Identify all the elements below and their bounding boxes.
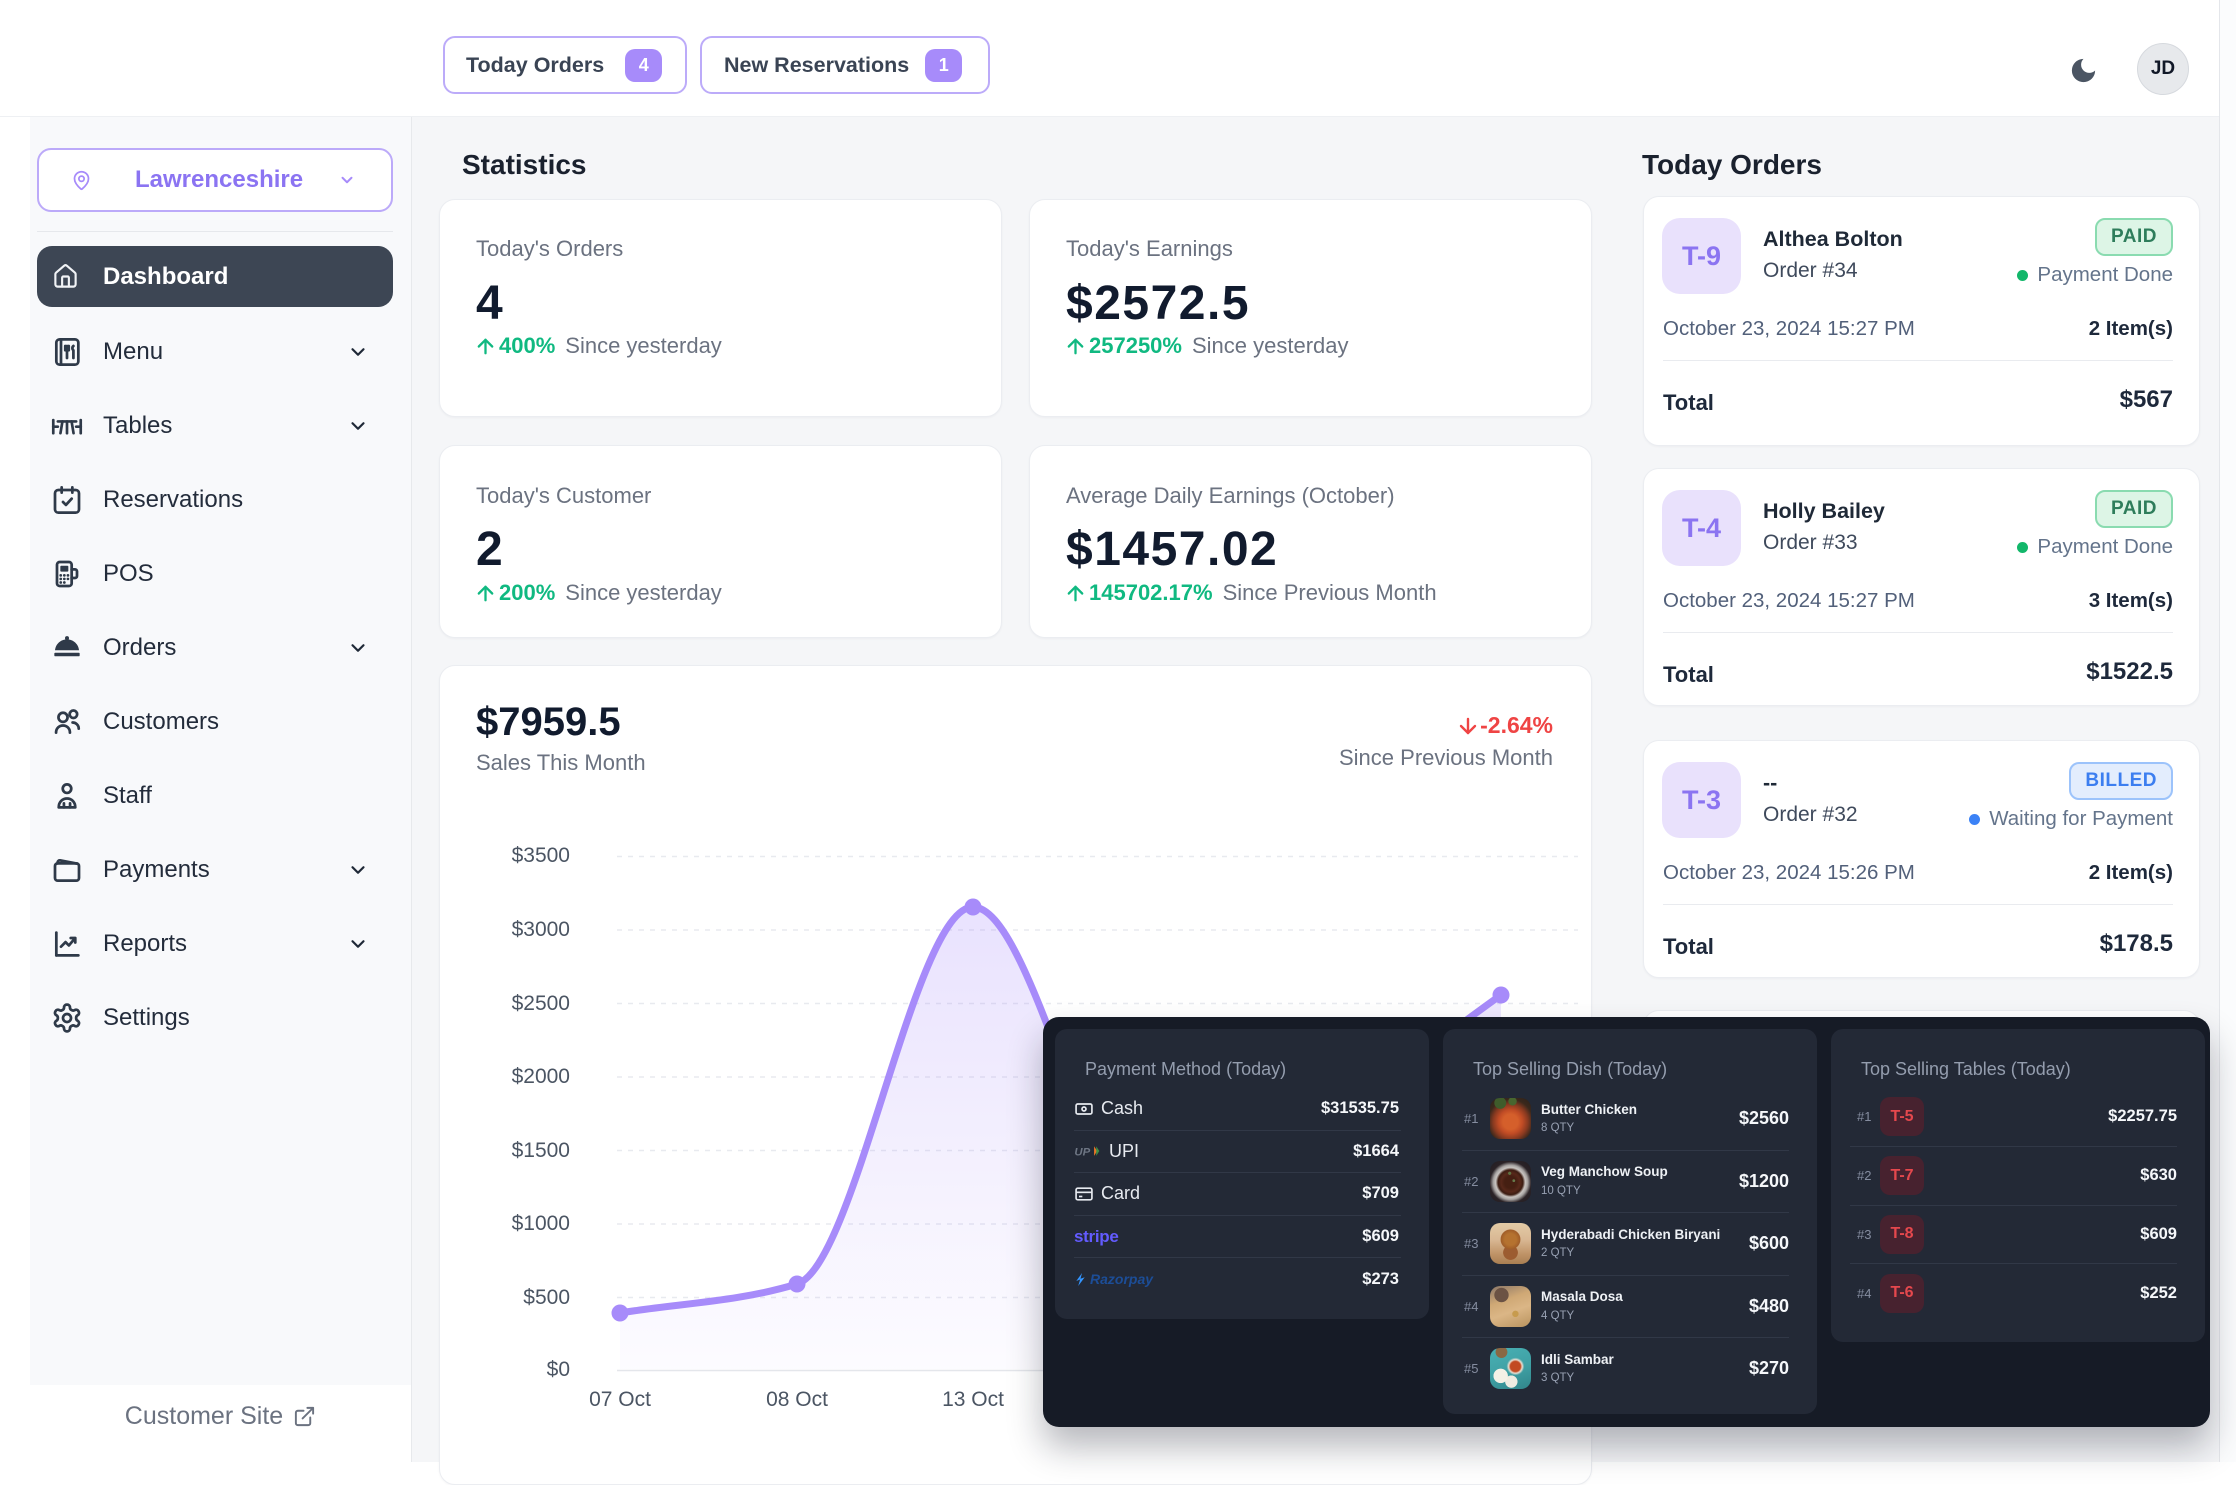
svg-text:UP: UP [1074, 1147, 1090, 1159]
